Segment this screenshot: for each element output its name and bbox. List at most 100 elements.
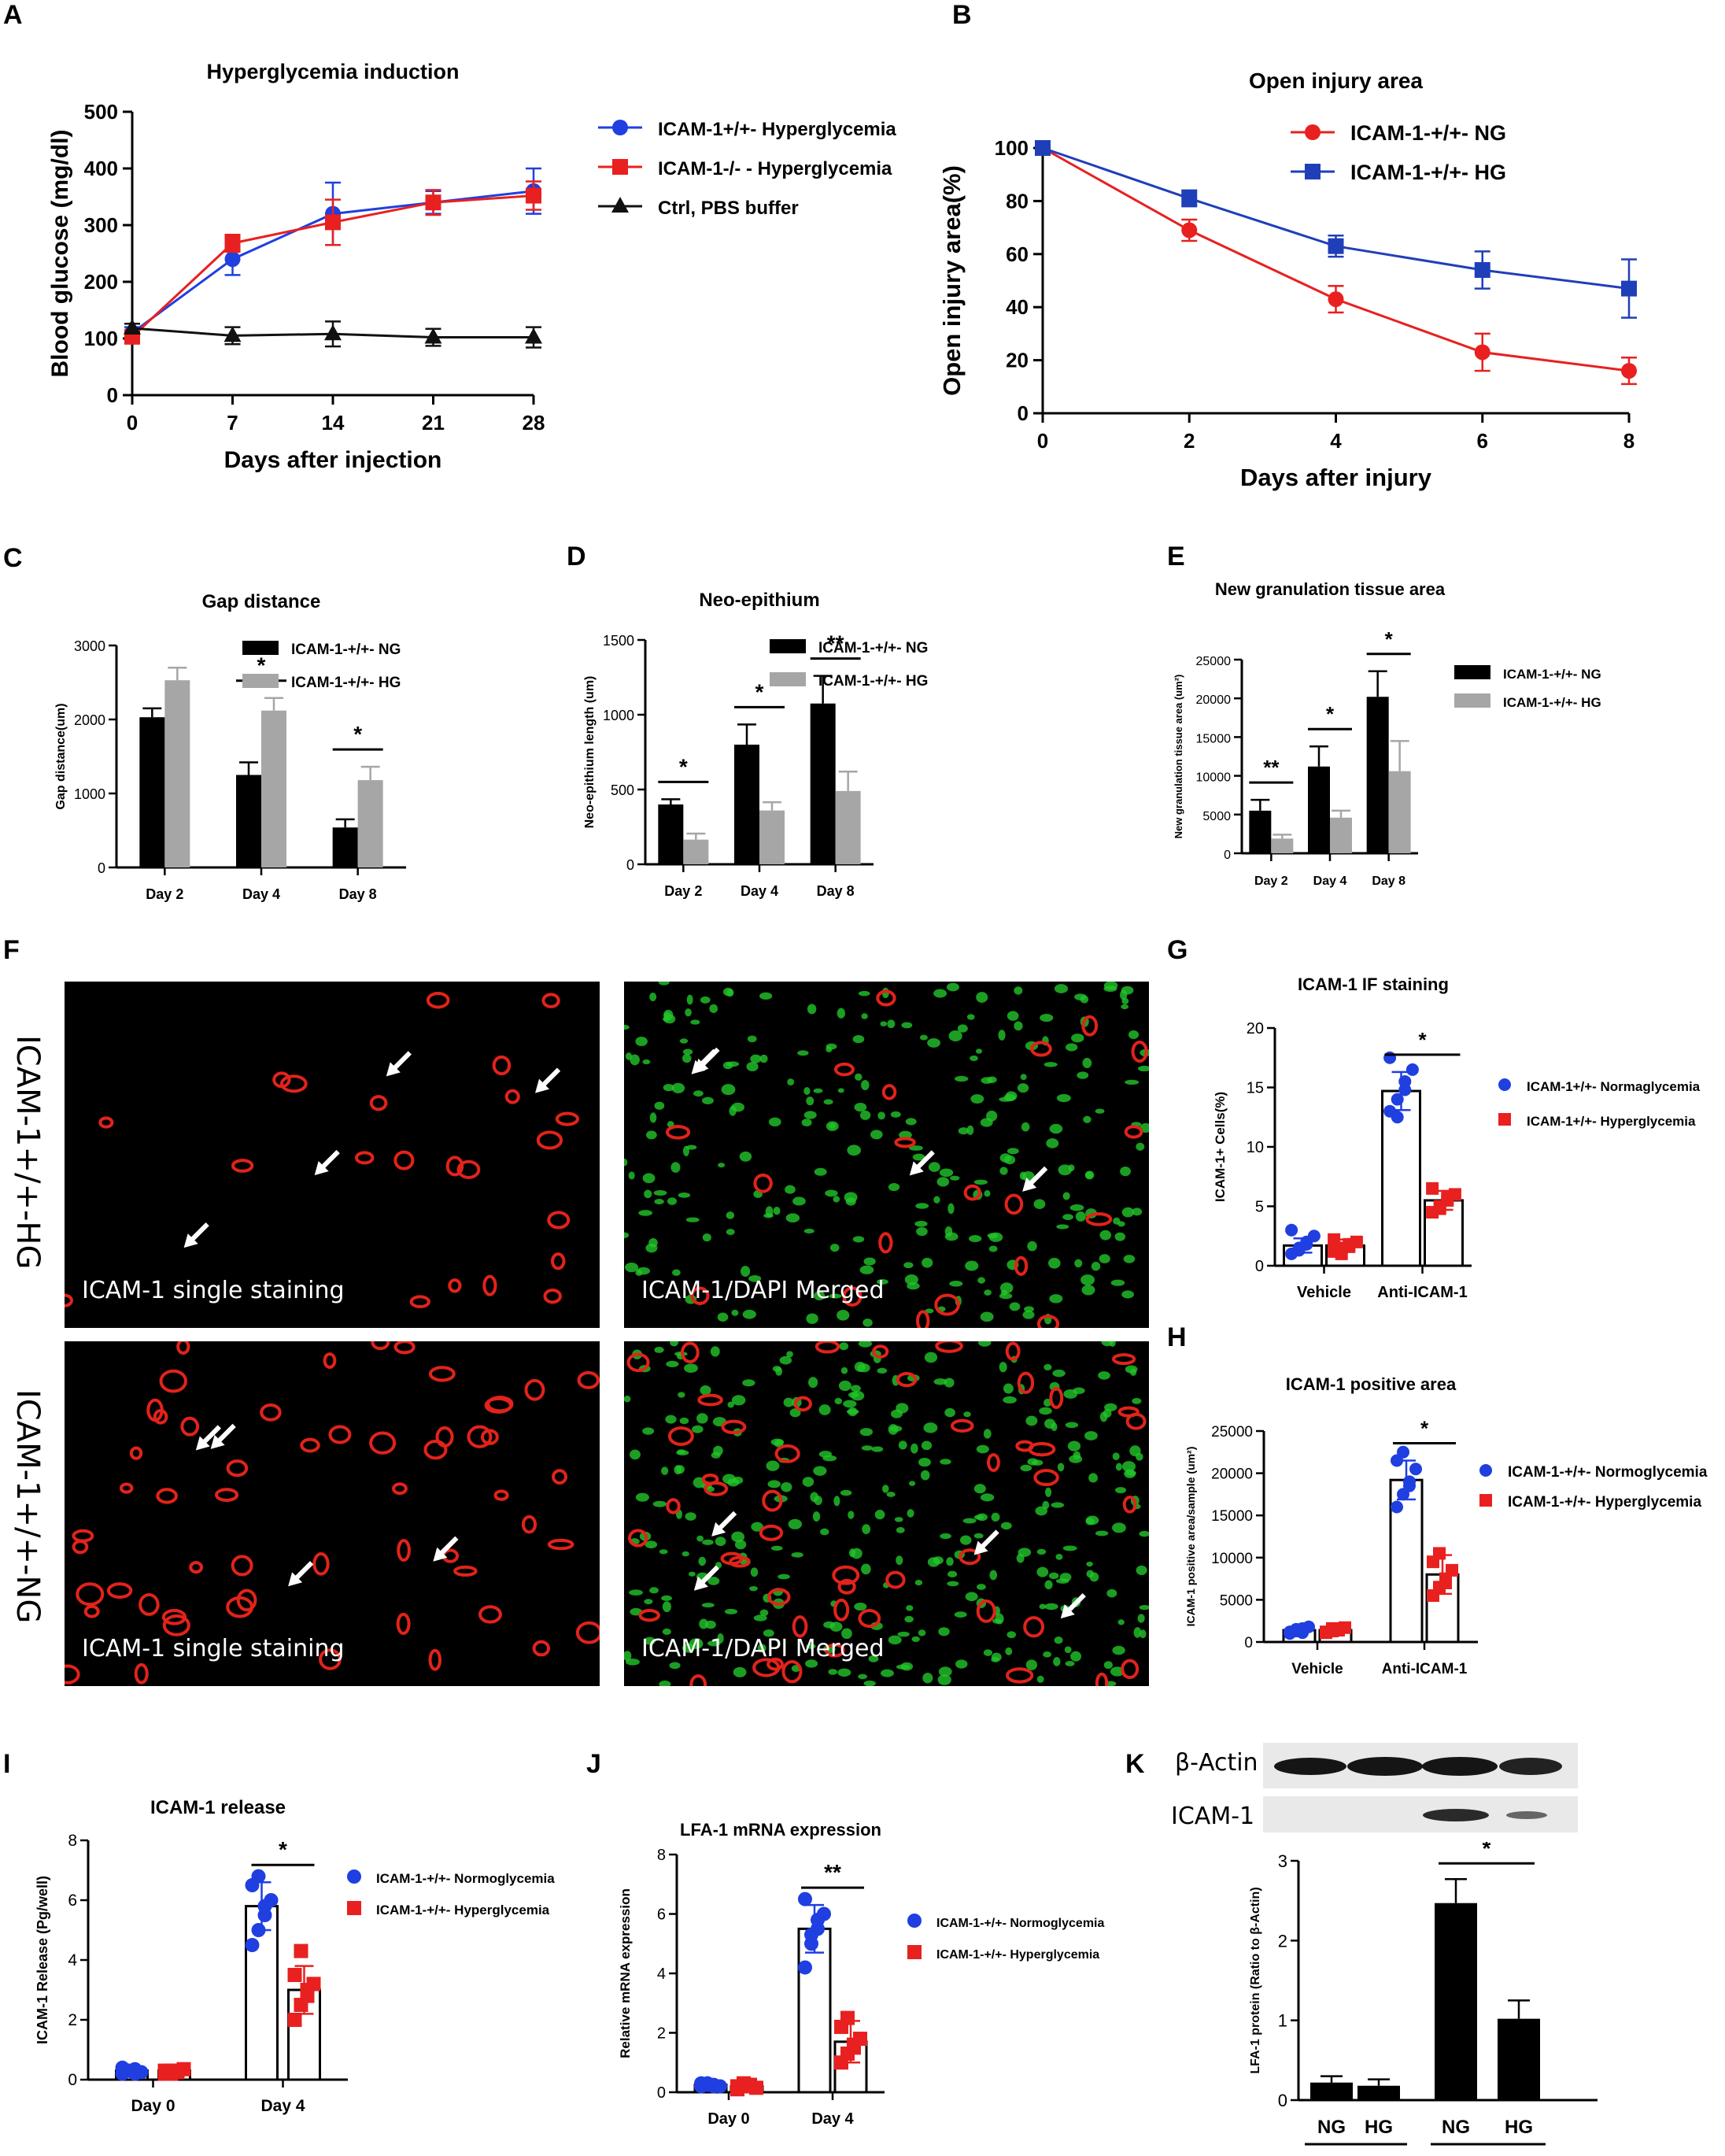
nucleus-spot	[701, 1096, 714, 1104]
nucleus-spot	[980, 1493, 995, 1502]
nucleus-spot	[1084, 1171, 1093, 1179]
nucleus-spot	[899, 1130, 912, 1140]
stain-spot	[72, 1529, 94, 1543]
data-point	[1433, 1202, 1446, 1215]
x-tick-label: Vehicle	[1297, 1284, 1351, 1301]
data-point	[257, 1899, 272, 1914]
stain-spot	[665, 1125, 691, 1140]
y-tick-label: 3000	[74, 638, 105, 654]
nucleus-spot	[1091, 1261, 1101, 1271]
nucleus-spot	[912, 1153, 925, 1161]
red-stain-spots	[65, 991, 579, 1309]
stain-spot	[690, 1286, 710, 1305]
stain-spot	[214, 1488, 239, 1502]
stain-spot	[189, 1561, 204, 1574]
data-point	[1405, 1063, 1419, 1076]
y-axis-label: LFA-1 protein (Ratio to β-Actin)	[1249, 1887, 1262, 2073]
arrow-icon	[433, 1547, 448, 1562]
nucleus-spot	[659, 1680, 671, 1686]
nucleus-spot	[1005, 1091, 1018, 1101]
nucleus-spot	[1067, 1440, 1081, 1452]
nucleus-spot	[1044, 1603, 1058, 1611]
stain-spot	[467, 1425, 493, 1448]
nucleus-spot	[662, 1628, 671, 1636]
nucleus-spot	[679, 1417, 689, 1425]
legend-label: ICAM-1+/+- Normaglycemia	[1527, 1079, 1701, 1094]
x-axis-label: Days after injury	[1240, 464, 1432, 491]
y-tick-label: 100	[84, 327, 118, 350]
row-label-hg: ICAM-1+/+-HG	[9, 1035, 46, 1270]
stain-spot	[704, 1481, 729, 1496]
nucleus-spot	[1117, 1619, 1125, 1625]
y-tick-label: 15	[1247, 1080, 1264, 1097]
nucleus-spot	[859, 1265, 874, 1274]
nucleus-spot	[710, 1346, 720, 1357]
stain-spot	[833, 1598, 850, 1622]
stain-spot	[65, 1664, 80, 1684]
stain-spot	[536, 1130, 563, 1150]
stain-spot	[541, 993, 560, 1008]
nucleus-spot	[862, 1318, 873, 1327]
data-point	[324, 324, 342, 341]
y-tick-label: 0	[1224, 849, 1231, 862]
data-point	[1409, 1463, 1422, 1476]
stain-spot	[837, 1578, 856, 1595]
stain-spot	[896, 1372, 918, 1388]
nucleus-spot	[947, 1570, 958, 1577]
y-tick-label: 400	[84, 157, 118, 180]
nucleus-spot	[947, 1581, 959, 1587]
nucleus-spot	[1020, 1464, 1032, 1472]
arrow-icon	[288, 1572, 303, 1587]
nucleus-spot	[1057, 1463, 1065, 1472]
stain-spot	[493, 1489, 509, 1501]
nucleus-spot	[857, 1363, 870, 1373]
legend-marker	[612, 159, 628, 175]
stain-spot	[162, 1614, 190, 1636]
legend-label: ICAM-1-+/+- HG	[291, 675, 401, 691]
nucleus-spot	[983, 1649, 992, 1656]
nucleus-spot	[907, 1509, 914, 1518]
bar	[164, 680, 190, 867]
nucleus-spot	[915, 1203, 929, 1209]
y-tick-label: 5000	[1220, 1592, 1253, 1609]
stain-spot	[1017, 1371, 1035, 1394]
nucleus-spot	[859, 1428, 874, 1437]
group-label: Day 0	[1331, 2154, 1381, 2156]
arrow-icon	[210, 1434, 225, 1449]
nucleus-spot	[1043, 1062, 1058, 1067]
nucleus-spot	[839, 1342, 849, 1351]
data-point	[1397, 1445, 1409, 1459]
nucleus-spot	[973, 1484, 986, 1494]
x-tick-label: Day 4	[260, 2097, 305, 2115]
nucleus-spot	[911, 1636, 920, 1642]
x-tick-label: 8	[1623, 429, 1635, 453]
nucleus-spot	[1114, 1232, 1126, 1241]
y-tick-label: 10000	[1196, 771, 1232, 785]
stain-spot	[1036, 1315, 1060, 1328]
y-tick-label: 6	[68, 1892, 77, 1910]
nucleus-spot	[767, 1480, 781, 1488]
data-point	[804, 1927, 818, 1942]
nucleus-spot	[898, 1440, 907, 1450]
x-tick-label: 4	[1330, 429, 1342, 453]
panel-letter-i: I	[3, 1749, 11, 1779]
nucleus-spot	[750, 1567, 759, 1577]
stain-spot	[894, 1137, 916, 1148]
nucleus-spot	[644, 1636, 656, 1645]
nucleus-spot	[624, 1232, 630, 1239]
stain-spot	[842, 1286, 862, 1307]
legend-label: ICAM-1-+/+- HG	[1503, 695, 1601, 710]
nucleus-spot	[649, 993, 657, 1002]
bar	[1357, 2085, 1400, 2100]
nucleus-spot	[1129, 1445, 1141, 1457]
chart-k-lfa1-protein: 0 1 2 3 LFA-1 protein (Ratio to β-Actin) NG HG…	[1249, 1842, 1598, 2156]
nucleus-spot	[976, 1048, 983, 1054]
chart-title: Hyperglycemia induction	[206, 60, 459, 83]
nucleus-spot	[973, 1533, 984, 1539]
stain-spot	[393, 1150, 415, 1170]
nucleus-spot	[652, 1500, 667, 1507]
nucleus-spot	[1123, 1255, 1136, 1263]
stain-spot	[552, 1469, 568, 1485]
nucleus-spot	[624, 1651, 632, 1662]
nucleus-spot	[791, 1552, 803, 1558]
